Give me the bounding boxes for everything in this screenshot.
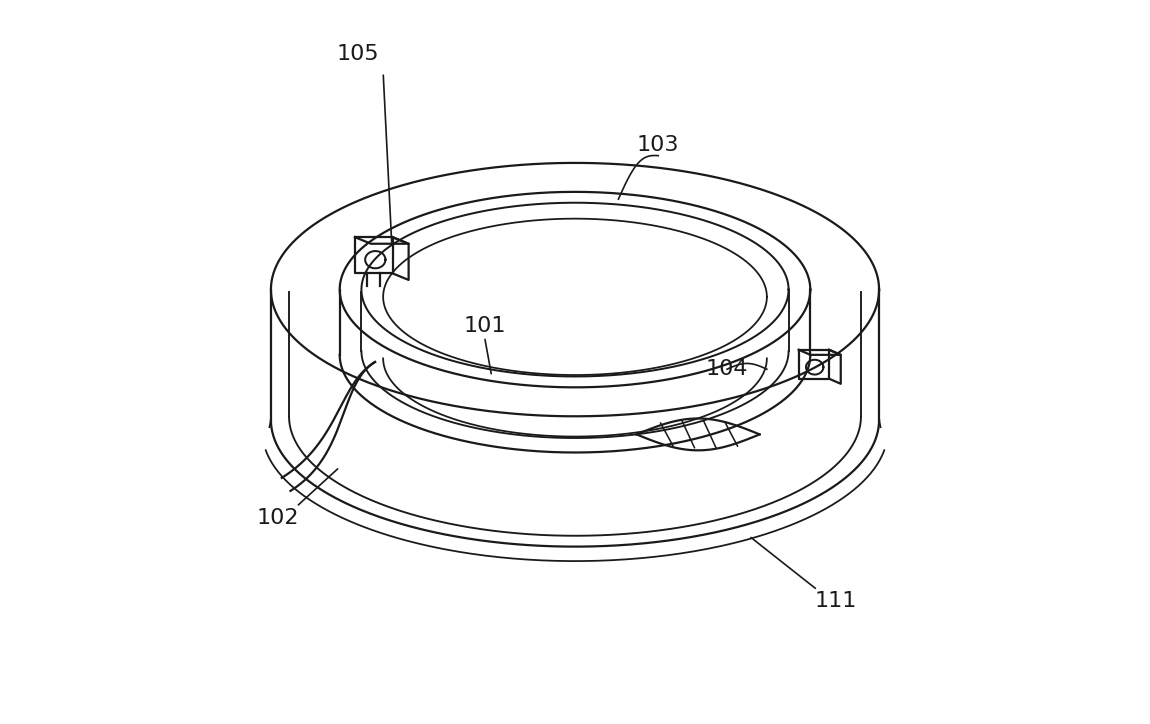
Text: 104: 104 — [706, 359, 749, 379]
Text: 103: 103 — [637, 135, 680, 155]
Text: 111: 111 — [814, 591, 857, 611]
Text: 105: 105 — [337, 44, 380, 64]
Text: 102: 102 — [256, 508, 299, 528]
Text: 101: 101 — [463, 316, 506, 336]
